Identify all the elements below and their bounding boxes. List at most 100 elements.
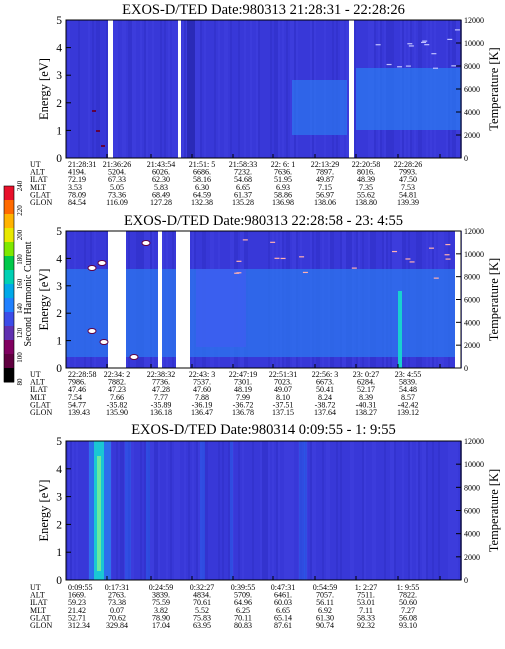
texture-stripe	[76, 441, 78, 580]
colorbar-label: Second Harmonic Current	[23, 241, 34, 346]
texture-stripe	[192, 441, 194, 580]
texture-stripe	[150, 441, 152, 580]
texture-stripe	[286, 441, 288, 580]
texture-stripe	[196, 441, 198, 580]
texture-stripe	[140, 441, 142, 580]
table-cell: 7511.	[357, 591, 375, 600]
table-cell: 116.09	[106, 198, 128, 207]
table-cell: 59.23	[68, 598, 86, 607]
texture-stripe	[448, 441, 450, 580]
y2-tick-label: 10000	[464, 460, 484, 469]
texture-stripe	[310, 441, 312, 580]
y-tick-label: 3	[56, 281, 62, 293]
table-cell: 7.15	[318, 183, 332, 192]
hot-spot	[141, 240, 151, 246]
texture-stripe	[92, 20, 94, 158]
texture-stripe	[78, 20, 80, 158]
row-label: GLAT	[30, 190, 51, 199]
table-cell: 7301.	[234, 378, 252, 387]
table-cell: 78.09	[68, 190, 86, 199]
y-tick-label: 4	[56, 253, 62, 265]
mid-column	[200, 441, 205, 580]
y2-tick-label: 0	[464, 364, 468, 373]
table-cell: 135.90	[106, 408, 128, 417]
noise-dot	[447, 38, 453, 41]
y2-axis-label: Temperature [K]	[487, 258, 501, 341]
texture-stripe	[98, 20, 100, 158]
texture-stripe	[96, 20, 98, 158]
table-cell: 58.33	[357, 613, 375, 622]
table-cell: 7986.	[68, 378, 86, 387]
table-cell: -42.42	[398, 400, 419, 409]
table-cell: 48.39	[357, 175, 375, 184]
mid-energy-band	[66, 269, 461, 357]
table-cell: 136.98	[272, 198, 294, 207]
texture-stripe	[122, 441, 124, 580]
table-cell: 64.59	[193, 190, 211, 199]
mid-energy-band	[196, 269, 246, 347]
table-cell: 58.86	[274, 190, 292, 199]
table-cell: 64.96	[234, 598, 252, 607]
hot-spot	[99, 339, 109, 345]
table-cell: 139.43	[68, 408, 90, 417]
table-cell: 52.71	[68, 613, 86, 622]
texture-stripe	[278, 20, 280, 158]
noise-dot	[421, 41, 427, 44]
table-cell: 329.84	[106, 621, 128, 630]
table-cell: 139.39	[397, 198, 419, 207]
table-cell: 6686.	[193, 168, 211, 177]
row-label: GLAT	[30, 613, 51, 622]
table-cell: 132.38	[191, 198, 213, 207]
y2-tick-label: 0	[464, 576, 468, 585]
table-cell: 47.60	[193, 385, 211, 394]
texture-stripe	[152, 441, 154, 580]
spectrogram-panel-3: 5 4 3 2 1 0 12000 10000 8000 6000 4000 2000 0 EXOS-D/…	[30, 422, 501, 630]
mid-energy-band	[292, 80, 347, 135]
table-cell: 0:32:27	[190, 583, 214, 592]
texture-stripe	[274, 20, 276, 158]
table-cell: 50.41	[316, 385, 334, 394]
colorbar-tick-label: 220	[16, 205, 24, 216]
texture-stripe	[106, 20, 108, 158]
texture-stripe	[68, 441, 70, 580]
table-cell: 8.24	[318, 393, 332, 402]
texture-stripe	[272, 441, 274, 580]
table-cell: 1669.	[68, 591, 86, 600]
row-label: ILAT	[30, 175, 47, 184]
colorbar-segment	[4, 256, 14, 271]
mid-column	[146, 441, 150, 580]
texture-stripe	[362, 441, 364, 580]
table-cell: 56.11	[316, 598, 334, 607]
texture-stripe	[364, 441, 366, 580]
table-cell: 51.95	[274, 175, 292, 184]
y2-tick-label: 2000	[464, 131, 480, 140]
colorbar-segment	[4, 284, 14, 299]
colorbar-tick-label: 140	[16, 303, 24, 314]
table-cell: 5.52	[195, 606, 209, 615]
table-cell: -36.72	[233, 400, 254, 409]
texture-stripe	[176, 441, 178, 580]
noise-dot	[351, 267, 357, 269]
colorbar-segment	[4, 312, 14, 327]
table-cell: 70.61	[193, 598, 211, 607]
texture-stripe	[372, 441, 374, 580]
table-cell: 92.32	[357, 621, 375, 630]
colorbar-segment	[4, 270, 14, 285]
row-label: GLON	[30, 198, 52, 207]
colorbar-segment	[4, 298, 14, 313]
y2-tick-label: 10000	[464, 39, 484, 48]
y-tick-label: 5	[56, 226, 62, 238]
table-cell: 5.83	[154, 183, 168, 192]
data-gap	[158, 231, 162, 368]
table-cell: 54.77	[68, 400, 86, 409]
texture-stripe	[66, 441, 68, 580]
texture-stripe	[290, 20, 292, 158]
bright-column	[398, 291, 402, 368]
table-cell: 62.30	[152, 175, 170, 184]
peak-intensity-column	[97, 456, 101, 571]
colorbar-segment	[4, 214, 14, 229]
hot-spot	[97, 260, 107, 266]
texture-stripe	[164, 20, 166, 158]
colorbar-tick-label: 100	[16, 352, 24, 363]
table-cell: 6.93	[276, 183, 290, 192]
